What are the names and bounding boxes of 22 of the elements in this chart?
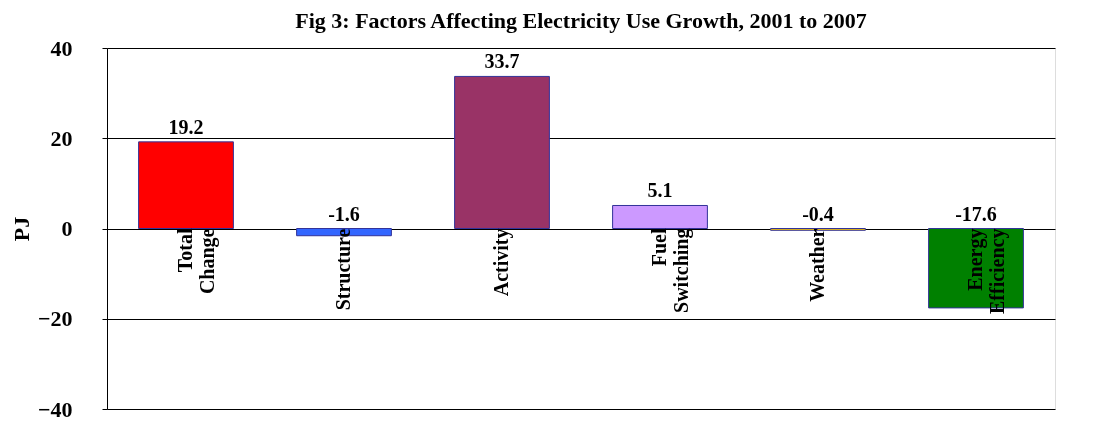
data-label: -1.6 [328, 202, 360, 225]
y-tick-label: 0 [61, 216, 73, 241]
data-label: -0.4 [802, 202, 834, 225]
data-label: 5.1 [647, 179, 673, 202]
x-tick-label: Weather [806, 228, 828, 302]
x-tick-label: Energy Efficiency [964, 228, 1009, 315]
bar [612, 204, 708, 229]
y-tick-label: 20 [50, 125, 73, 151]
data-label: 19.2 [168, 115, 204, 138]
y-tick-label: −40 [37, 396, 73, 422]
x-tick-label: Structure [332, 228, 354, 311]
x-tick-label: Activity [490, 228, 513, 297]
data-label: 33.7 [484, 50, 520, 73]
y-tick-label: 40 [50, 35, 73, 61]
x-tick-label: Fuel Switching [648, 228, 693, 313]
y-tick-label: −20 [37, 306, 73, 332]
chart-title: Fig 3: Factors Affecting Electricity Use Growth, 2001 to 2007 [295, 8, 867, 33]
data-label: -17.6 [955, 202, 997, 225]
x-tick-label: Total Change [174, 228, 219, 295]
bar [138, 141, 234, 229]
bar [454, 75, 550, 229]
y-axis-title: PJ [8, 216, 34, 242]
